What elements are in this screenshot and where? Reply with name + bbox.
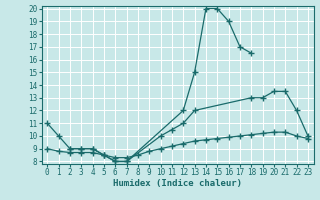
X-axis label: Humidex (Indice chaleur): Humidex (Indice chaleur) [113,179,242,188]
